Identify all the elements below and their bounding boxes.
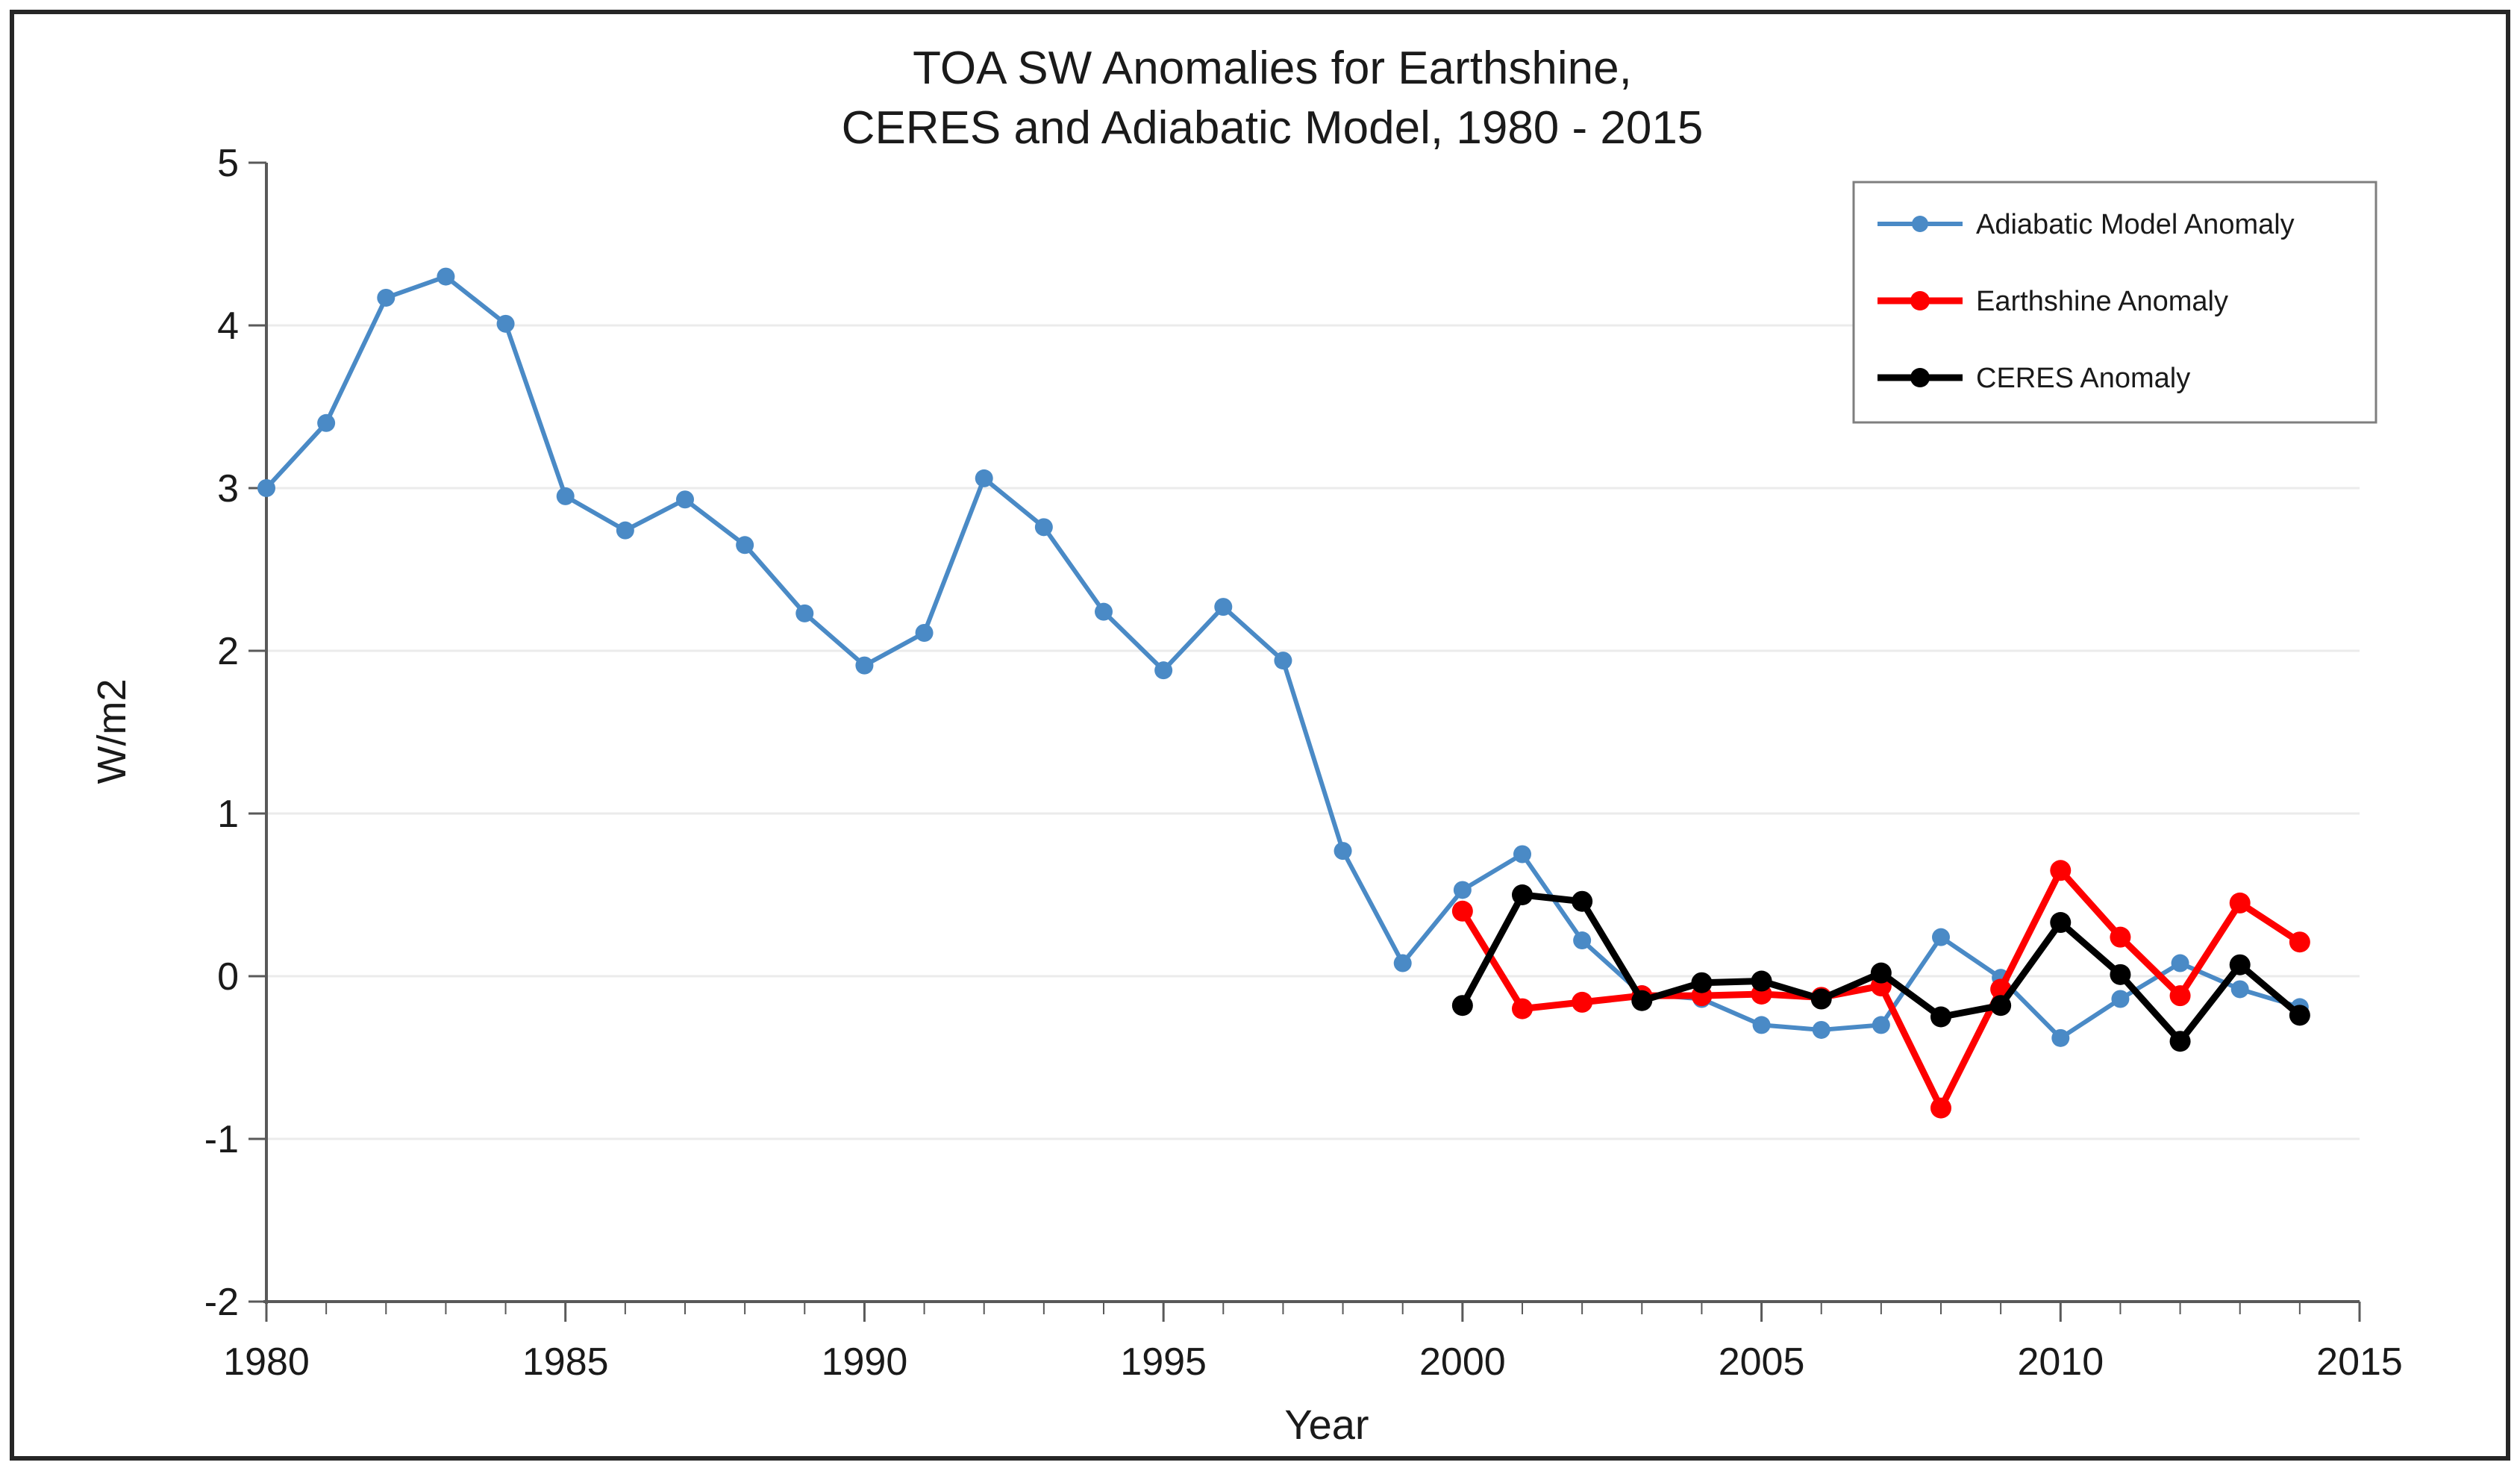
legend-item-ceres: CERES Anomaly [1878,363,2190,394]
legend-marker-ceres [1910,368,1930,387]
data-point-adiabatic-model-anomaly-1996 [1214,598,1233,616]
data-point-adiabatic-model-anomaly-1990 [855,656,874,675]
data-point-adiabatic-model-anomaly-2006 [1812,1020,1830,1039]
legend-item-earthshine: Earthshine Anomaly [1878,286,2228,317]
data-point-ceres-anomaly-2006 [1810,988,1832,1010]
data-point-adiabatic-model-anomaly-2007 [1872,1016,1890,1034]
x-tick-label-2015: 2015 [2316,1340,2403,1384]
data-point-adiabatic-model-anomaly-2002 [1573,931,1592,950]
data-point-adiabatic-model-anomaly-1992 [975,469,993,487]
y-tick-label--1: -1 [204,1118,239,1161]
y-tick-label-0: 0 [217,955,239,999]
data-point-earthshine-anomaly-2011 [2110,926,2131,948]
y-tick-label-4: 4 [217,305,239,348]
data-point-adiabatic-model-anomaly-1988 [736,536,754,555]
data-point-ceres-anomaly-2008 [1930,1006,1951,1028]
data-point-adiabatic-model-anomaly-1981 [317,413,336,432]
data-point-adiabatic-model-anomaly-1983 [437,267,455,286]
y-tick-label--2: -2 [204,1281,239,1324]
chart-title-line-1: TOA SW Anomalies for Earthshine, [913,43,1632,94]
data-point-adiabatic-model-anomaly-1986 [616,521,634,540]
y-tick-label-3: 3 [217,467,239,510]
data-point-earthshine-anomaly-2013 [2229,892,2251,914]
data-point-ceres-anomaly-2009 [1990,995,2012,1017]
legend-label-adiabatic-model: Adiabatic Model Anomaly [1976,209,2295,240]
y-tick-label-1: 1 [217,793,239,836]
data-point-adiabatic-model-anomaly-1987 [676,490,694,509]
data-point-earthshine-anomaly-2008 [1930,1097,1951,1119]
x-tick-label-1980: 1980 [223,1340,310,1384]
data-point-adiabatic-model-anomaly-2000 [1453,881,1472,899]
data-point-adiabatic-model-anomaly-1989 [795,604,814,622]
x-axis-title: Year [1284,1401,1369,1448]
y-axis-title: W/m2 [90,679,134,784]
data-point-earthshine-anomaly-2012 [2169,985,2191,1007]
x-tick-label-1995: 1995 [1120,1340,1207,1384]
data-point-adiabatic-model-anomaly-2011 [2111,990,2130,1008]
data-point-ceres-anomaly-2005 [1751,970,1772,992]
x-tick-label-2005: 2005 [1719,1340,1805,1384]
x-tick-label-1990: 1990 [822,1340,908,1384]
data-point-adiabatic-model-anomaly-1980 [257,479,275,497]
legend-marker-earthshine [1910,291,1930,310]
legend-label-earthshine: Earthshine Anomaly [1976,286,2228,317]
data-point-earthshine-anomaly-2002 [1572,991,1593,1013]
data-point-earthshine-anomaly-2000 [1451,900,1473,922]
data-point-adiabatic-model-anomaly-1985 [556,487,575,505]
data-point-earthshine-anomaly-2001 [1512,998,1533,1019]
data-point-ceres-anomaly-2011 [2110,964,2131,985]
data-point-adiabatic-model-anomaly-2008 [1932,928,1950,946]
data-point-adiabatic-model-anomaly-2012 [2171,954,2189,972]
data-point-adiabatic-model-anomaly-1998 [1334,842,1352,861]
data-point-earthshine-anomaly-2014 [2289,931,2310,953]
legend-item-adiabatic-model: Adiabatic Model Anomaly [1878,209,2295,240]
legend-marker-adiabatic-model [1912,216,1928,232]
legend-label-ceres: CERES Anomaly [1976,363,2190,394]
chart-title-line-2: CERES and Adiabatic Model, 1980 - 2015 [842,102,1704,154]
x-tick-label-1985: 1985 [522,1340,609,1384]
data-point-adiabatic-model-anomaly-1993 [1034,518,1053,537]
data-point-adiabatic-model-anomaly-1995 [1154,661,1173,680]
data-point-ceres-anomaly-2014 [2289,1005,2310,1026]
data-point-adiabatic-model-anomaly-1997 [1274,652,1292,670]
data-point-adiabatic-model-anomaly-1982 [377,288,395,307]
data-point-ceres-anomaly-2012 [2169,1031,2191,1052]
data-point-ceres-anomaly-2007 [1870,962,1892,984]
data-point-adiabatic-model-anomaly-1991 [915,624,934,643]
data-point-adiabatic-model-anomaly-1994 [1095,602,1113,621]
data-point-ceres-anomaly-2003 [1631,990,1653,1011]
outer-border [10,10,2510,1461]
data-point-ceres-anomaly-2000 [1451,995,1473,1017]
data-point-ceres-anomaly-2013 [2229,954,2251,975]
legend: Adiabatic Model Anomaly Earthshine Anoma… [1852,181,2377,424]
data-point-adiabatic-model-anomaly-1984 [496,314,515,333]
data-point-adiabatic-model-anomaly-2005 [1752,1016,1771,1034]
y-tick-label-2: 2 [217,630,239,673]
data-point-adiabatic-model-anomaly-2013 [2230,980,2249,999]
data-point-earthshine-anomaly-2010 [2050,860,2072,881]
data-point-adiabatic-model-anomaly-1999 [1393,954,1412,972]
data-point-adiabatic-model-anomaly-2010 [2051,1028,2070,1047]
y-tick-label-5: 5 [217,142,239,185]
data-point-ceres-anomaly-2010 [2050,912,2072,934]
x-tick-label-2010: 2010 [2017,1340,2104,1384]
plot-area: 5 4 3 2 1 0 -1 -2 1980 1985 1990 1995 2000 2005 2010 20… [204,142,2403,1384]
x-tick-label-2000: 2000 [1419,1340,1506,1384]
data-point-ceres-anomaly-2001 [1512,884,1533,905]
data-point-ceres-anomaly-2002 [1572,890,1593,912]
data-point-adiabatic-model-anomaly-2001 [1513,845,1531,864]
data-point-ceres-anomaly-2004 [1691,972,1713,993]
